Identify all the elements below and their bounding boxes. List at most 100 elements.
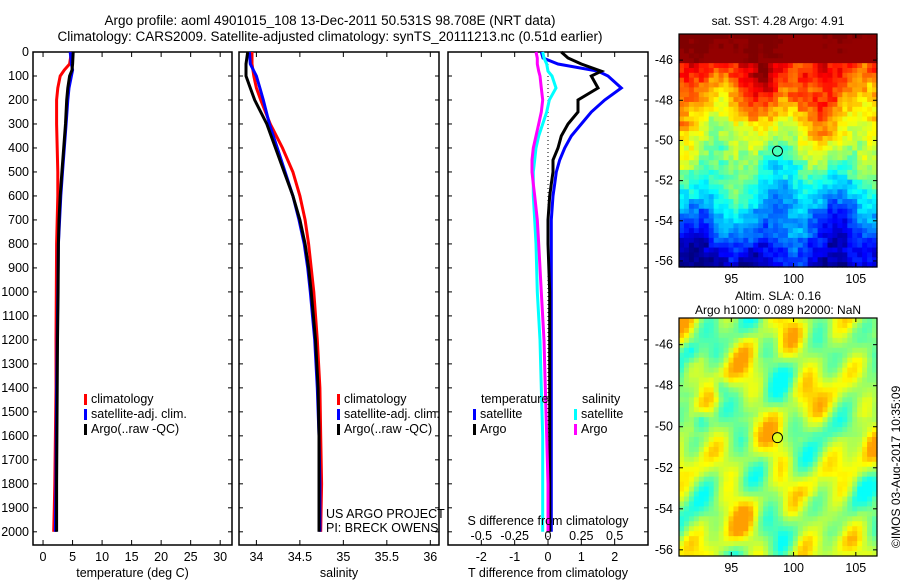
sla-map-cell <box>679 511 685 517</box>
sla-map-cell <box>758 511 764 517</box>
sst-map-cell <box>693 184 700 190</box>
sla-map-cell <box>698 347 705 354</box>
sla-map-cell <box>723 441 730 448</box>
diff-xtick-label: -2 <box>476 550 487 564</box>
sst-map-cell <box>832 38 838 45</box>
sla-map-cell <box>872 446 878 453</box>
sla-map-cell <box>807 486 814 493</box>
sla-map-cell <box>857 491 863 498</box>
sst-map-cell <box>817 82 824 88</box>
sla-map-cell <box>763 327 769 334</box>
sla-map-cell <box>802 521 809 527</box>
sla-map-cell <box>733 402 739 408</box>
sst-map-cell <box>743 101 749 108</box>
sst-map-cell <box>867 169 873 176</box>
sla-map-cell <box>797 536 804 542</box>
sla-map-cell <box>822 397 829 403</box>
sla-map-cell <box>718 446 725 453</box>
sla-map-cell <box>797 427 804 433</box>
temp-ytick-label: 700 <box>8 213 29 227</box>
sst-map-cell <box>802 237 809 244</box>
sst-map-cell <box>792 43 799 50</box>
sla-map-cell <box>718 397 725 403</box>
sst-map-cell <box>713 233 720 239</box>
sst-map-cell <box>872 140 878 147</box>
sst-map-cell <box>792 77 799 84</box>
sla-map-cell <box>832 347 838 354</box>
sst-map-cell <box>679 155 685 161</box>
sla-map-cell <box>842 466 848 473</box>
sst-map-cell <box>802 116 809 122</box>
sst-map-cell <box>778 199 784 205</box>
sst-map-cell <box>832 199 838 205</box>
sst-map-cell <box>857 43 863 50</box>
temp-ytick-label: 100 <box>8 69 29 83</box>
sst-map-cell <box>787 179 794 186</box>
sst-map-cell <box>797 97 804 103</box>
sst-map-cell <box>763 150 769 156</box>
sla-map-cell <box>733 352 739 359</box>
sst-map-cell <box>763 262 769 268</box>
sla-map-cell <box>817 397 824 403</box>
sst-map-cell <box>812 150 819 156</box>
sla-map-cell <box>773 446 779 453</box>
sst-map-cell <box>792 203 799 210</box>
sst-map-cell <box>743 223 749 229</box>
sla-map-frame <box>678 317 878 557</box>
sst-map-cell <box>787 189 794 195</box>
sst-map-cell <box>837 160 843 166</box>
sst-map-cell <box>792 53 799 59</box>
sst-map-cell <box>862 169 868 176</box>
sst-map-cell <box>683 174 690 181</box>
sst-map-cell <box>807 228 814 234</box>
sst-map-cell <box>728 126 735 132</box>
sst-map-cell <box>733 126 739 132</box>
sst-map-cell <box>857 189 863 195</box>
sst-map-cell <box>728 135 735 142</box>
sst-map-cell <box>782 77 789 84</box>
sla-map-cell <box>713 481 720 488</box>
sla-map-cell <box>837 506 843 512</box>
sla-map-cell <box>743 407 749 413</box>
sla-map-cell <box>773 402 779 408</box>
sla-map-cell <box>797 506 804 512</box>
sla-map-cell <box>768 506 774 512</box>
sla-map-cell <box>728 541 735 547</box>
sst-map-cell <box>713 213 720 220</box>
sla-map-cell <box>852 402 858 408</box>
sst-map-cell <box>862 77 868 84</box>
sst-map-cell <box>837 242 843 249</box>
sla-map-cell <box>693 546 700 552</box>
sst-map-cell <box>768 155 774 161</box>
sst-map-cell <box>763 233 769 239</box>
sla-map-cell <box>768 377 774 384</box>
sla-map-cell <box>688 481 695 488</box>
sla-map-cell <box>832 392 838 398</box>
sla-map-cell <box>683 382 690 389</box>
sla-map-cell <box>693 526 700 532</box>
sla-map-cell <box>683 536 690 542</box>
sla-map-cell <box>817 387 824 393</box>
sst-map-cell <box>837 165 843 171</box>
sla-map-cell <box>683 541 690 547</box>
temp-xtick-label: 15 <box>125 550 139 564</box>
sla-map-cell <box>718 471 725 478</box>
sla-map-cell <box>753 367 759 374</box>
sla-map-cell <box>758 546 764 552</box>
sst-map-cell <box>763 77 769 84</box>
sst-map-cell <box>847 38 853 45</box>
sst-map-cell <box>723 38 730 45</box>
sst-map-cell <box>748 194 754 200</box>
sla-map-cell <box>852 546 858 552</box>
sla-map-cell <box>723 456 730 463</box>
sst-map-cell <box>847 218 853 224</box>
sla-map-cell <box>728 322 735 329</box>
sla-map-cell <box>812 551 819 557</box>
sla-map-cell <box>688 511 695 517</box>
sst-map-cell <box>688 67 695 74</box>
sst-map-cell <box>758 247 764 254</box>
sst-map-cell <box>703 92 710 98</box>
sst-map-cell <box>718 126 725 132</box>
sla-map-cell <box>792 501 799 508</box>
sst-map-cell <box>773 97 779 103</box>
